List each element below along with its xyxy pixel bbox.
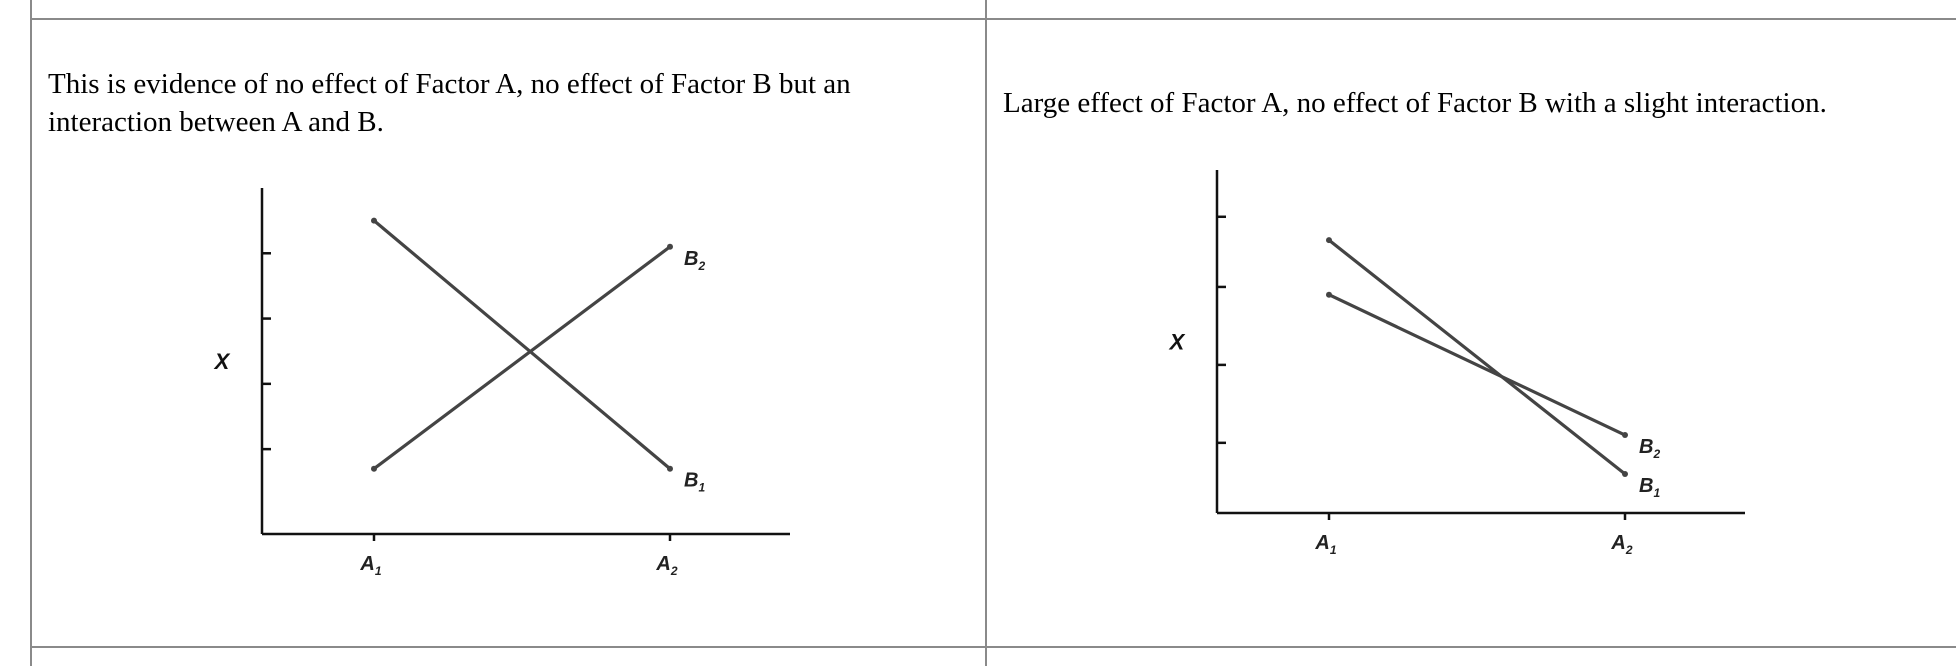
data-point <box>1326 291 1332 298</box>
data-point <box>371 217 377 224</box>
x-tick-label: A2 <box>655 553 677 578</box>
table-cell-right: Large effect of Factor A, no effect of F… <box>987 20 1956 646</box>
y-axis-label: X <box>1168 330 1186 355</box>
interaction-chart-right: X A1 A2 B1 B2 <box>1168 170 1745 557</box>
x-tick-label: A1 <box>1314 532 1336 557</box>
x-tick-label: A1 <box>359 553 381 578</box>
series-label: B1 <box>684 470 705 495</box>
y-axis-label: X <box>213 349 231 374</box>
data-point <box>667 243 673 250</box>
table-cell-left: This is evidence of no effect of Factor … <box>32 20 985 646</box>
data-point <box>371 465 377 472</box>
table-border-left <box>30 0 32 666</box>
series-label: B2 <box>684 248 705 273</box>
series-label: B1 <box>1639 475 1660 500</box>
table-column-divider <box>985 0 987 666</box>
series-line-b2 <box>372 245 672 471</box>
data-point <box>667 465 673 472</box>
interaction-chart-left: X A1 A2 B1 B2 <box>213 188 790 578</box>
panel-caption-left: This is evidence of no effect of Factor … <box>48 68 851 138</box>
x-tick-label: A2 <box>1610 532 1632 557</box>
series-line-b2 <box>1327 293 1627 437</box>
series-label: B2 <box>1639 436 1660 461</box>
data-point <box>1622 432 1628 439</box>
data-point <box>1326 237 1332 244</box>
table-border-top <box>30 18 1956 20</box>
table-border-bottom <box>30 646 1956 648</box>
series-line-b1 <box>372 219 672 471</box>
series-line-b1 <box>1327 238 1627 476</box>
data-point <box>1622 471 1628 478</box>
panel-caption-right: Large effect of Factor A, no effect of F… <box>1003 87 1827 119</box>
